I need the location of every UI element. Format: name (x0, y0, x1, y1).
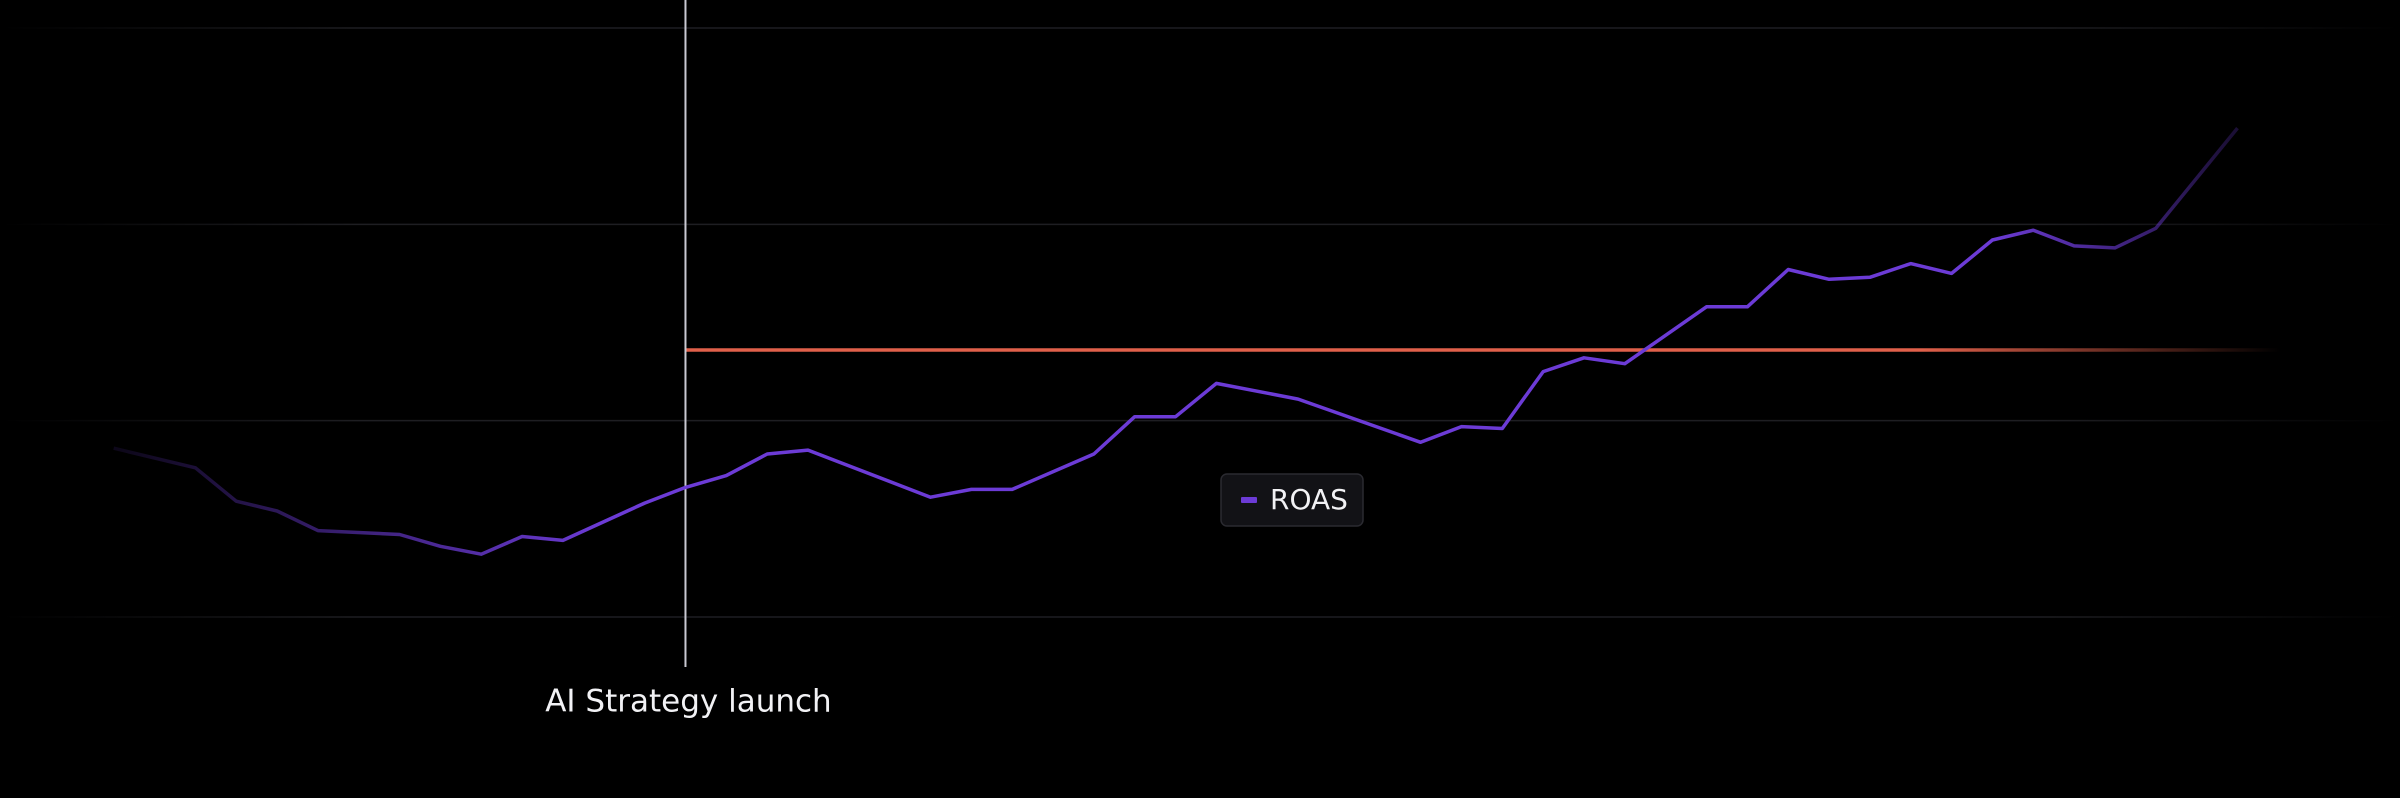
legend-label: ROAS (1270, 483, 1348, 516)
legend-box (1220, 473, 1364, 527)
data-line (113, 126, 2239, 556)
annotation-label: AI Strategy launch (545, 684, 831, 720)
plot-area: AI Strategy launch (113, 0, 2290, 720)
legend: ROAS (1220, 473, 1364, 527)
grid (0, 27, 2400, 618)
legend-swatch (1241, 497, 1257, 503)
